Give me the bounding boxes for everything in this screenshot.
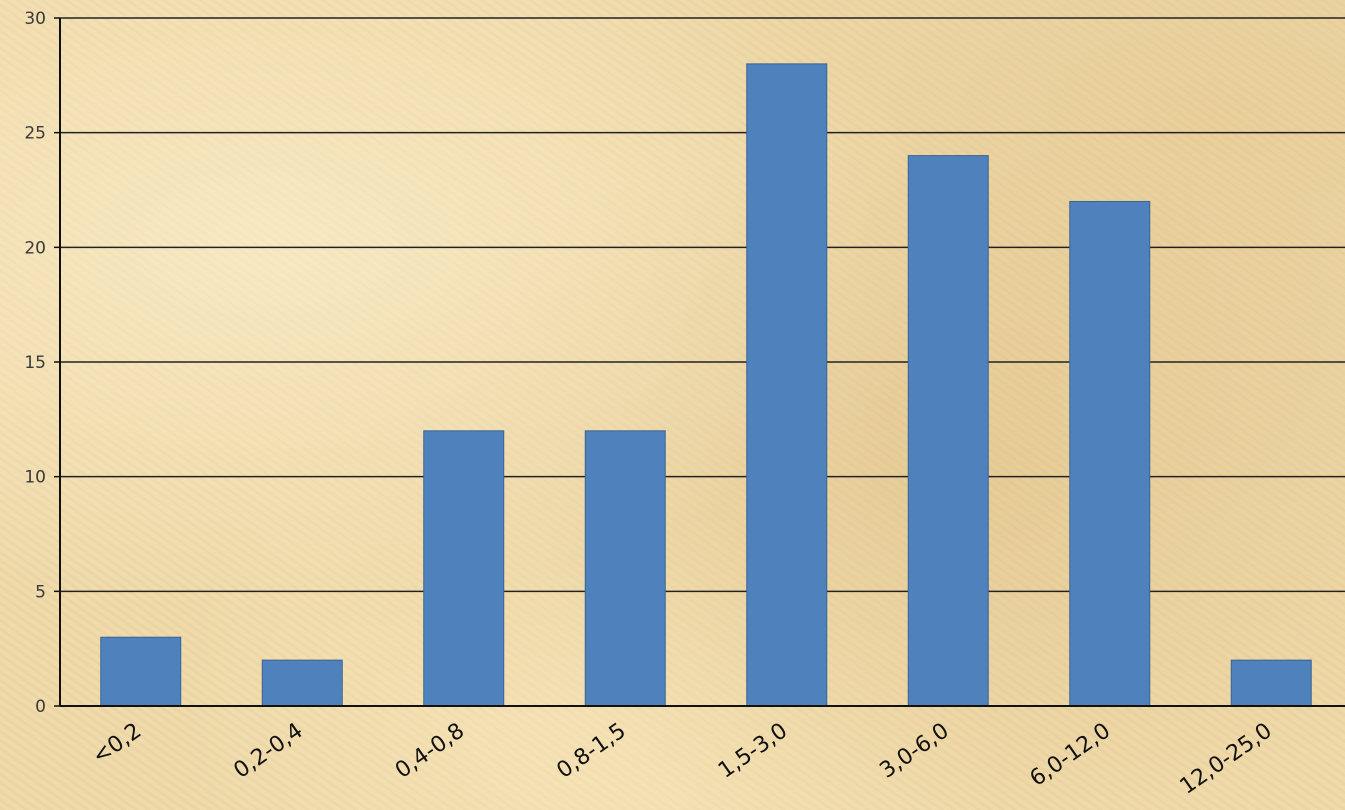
bar [584,430,666,707]
y-tick-label: 25 [24,124,46,144]
bar [261,659,343,707]
bar [100,636,182,707]
x-category-label: 0,4-0,8 [391,718,469,783]
axes [54,17,1345,707]
y-tick-label: 0 [35,697,46,717]
y-tick-label: 15 [24,353,46,373]
gridlines [60,17,1345,593]
bar [423,430,505,707]
y-tick-label: 10 [24,468,46,488]
y-tick-label: 20 [24,238,46,258]
x-category-label: <0,2 [88,718,146,769]
x-category-label: 0,8-1,5 [553,718,631,783]
bars [100,63,1312,707]
y-tick-labels: 0 5 10 15 20 25 30 [24,9,46,717]
y-tick-label: 5 [35,582,46,602]
bar [1069,200,1151,707]
bar [746,63,828,707]
bar [1230,659,1312,707]
x-category-label: 1,5-3,0 [714,718,792,783]
bar [907,155,989,707]
x-category-labels: <0,2 0,2-0,4 0,4-0,8 0,8-1,5 1,5-3,0 3,0-6,0 6… [88,718,1277,799]
y-tick-label: 30 [24,9,46,29]
x-category-label: 0,2-0,4 [230,718,308,783]
x-category-label: 3,0-6,0 [876,718,954,783]
x-category-label: 6,0-12,0 [1026,718,1116,791]
x-category-label: 12,0-25,0 [1176,718,1277,799]
